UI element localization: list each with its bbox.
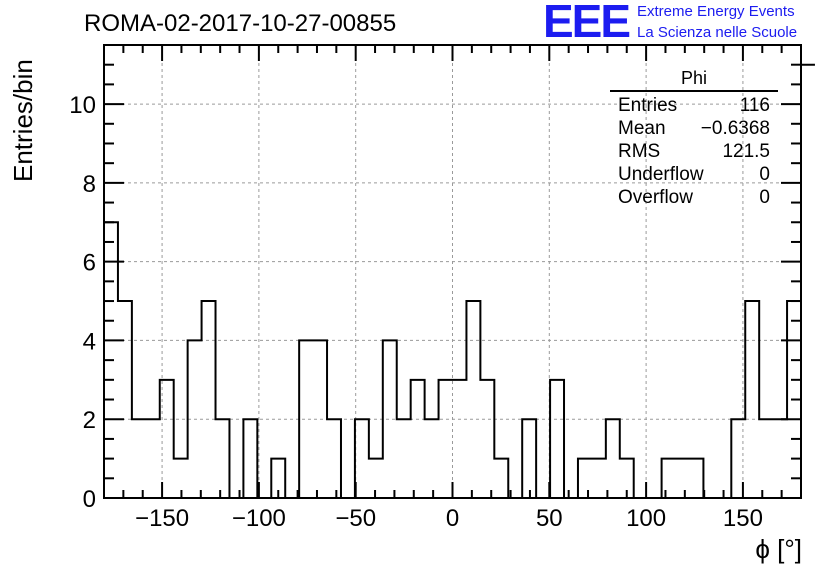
histogram-bin	[355, 419, 369, 498]
stats-row-entries: Entries 116	[610, 95, 778, 118]
tick-labels: −150 −100 −50 0 50 100 150 0 2 4 6 8 10	[69, 92, 763, 532]
histogram-bin	[299, 340, 313, 498]
histogram-bin	[592, 459, 606, 498]
histogram-bin	[662, 459, 676, 498]
eee-logo: EEE	[543, 0, 631, 47]
histogram-bin	[453, 380, 467, 498]
run-title: ROMA-02-2017-10-27-00855	[84, 10, 397, 37]
histogram-bin	[494, 459, 508, 498]
x-axis-label: ϕ [°]	[755, 534, 802, 564]
stats-title: Phi	[610, 68, 778, 92]
histogram-bin	[466, 301, 480, 498]
histogram-bin	[397, 419, 411, 498]
x-tick-label: 150	[723, 505, 763, 532]
stats-label: Overflow	[618, 187, 693, 208]
histogram-bin	[745, 301, 759, 498]
histogram-bin	[689, 459, 703, 498]
stats-value: 116	[739, 95, 770, 116]
stats-row-mean: Mean −0.6368	[610, 118, 778, 141]
stats-label: Entries	[618, 95, 678, 116]
y-tick-label: 8	[83, 171, 96, 198]
stats-value: 121.5	[722, 141, 770, 162]
stats-row-underflow: Underflow 0	[610, 164, 778, 187]
histogram-bin	[132, 419, 146, 498]
histogram-bin	[327, 419, 341, 498]
axis-ticks	[104, 45, 801, 498]
x-tick-label: −100	[232, 505, 286, 532]
x-tick-label: 0	[446, 505, 459, 532]
stats-label: Mean	[618, 118, 666, 139]
stats-value: 0	[759, 164, 770, 185]
histogram-bin	[522, 419, 536, 498]
eee-logo-line-1: Extreme Energy Events	[637, 3, 795, 20]
stats-row-rms: RMS 121.5	[610, 141, 778, 164]
y-axis-label: Entries/bin	[8, 59, 38, 182]
histogram-bin	[243, 419, 257, 498]
stats-label: RMS	[618, 141, 661, 162]
histogram-bin	[550, 380, 564, 498]
histogram-bin	[578, 459, 592, 498]
y-tick-label: 6	[83, 250, 96, 277]
histogram-outline	[104, 63, 815, 499]
stats-value: 0	[759, 187, 770, 208]
histogram-bin	[425, 419, 439, 498]
x-tick-label: 50	[536, 505, 563, 532]
histogram-bin	[676, 459, 690, 498]
histogram-bin	[202, 301, 216, 498]
histogram-bin	[480, 380, 494, 498]
histogram-bin	[118, 301, 132, 498]
histogram-bin	[773, 419, 787, 498]
y-tick-label: 10	[69, 92, 96, 119]
histogram-bin	[759, 419, 773, 498]
histogram-bin	[146, 419, 160, 498]
y-tick-label: 2	[83, 407, 96, 434]
x-tick-label: 100	[626, 505, 666, 532]
histogram-bin	[801, 65, 815, 498]
stats-value: −0.6368	[700, 118, 770, 139]
histogram-bin	[411, 380, 425, 498]
y-tick-label: 4	[83, 328, 96, 355]
y-tick-label: 0	[83, 486, 96, 513]
eee-logo-line-2: La Scienza nelle Scuole	[637, 24, 798, 41]
x-tick-label: −150	[135, 505, 189, 532]
stats-label: Underflow	[618, 164, 704, 185]
histogram-bin	[216, 419, 230, 498]
stats-box: Phi Entries 116 Mean −0.6368 RMS 121.5 U…	[610, 68, 778, 210]
x-tick-label: −50	[335, 505, 376, 532]
histogram-bin	[606, 419, 620, 498]
histogram-bin	[439, 380, 453, 498]
histogram-bin	[160, 380, 174, 498]
stats-row-overflow: Overflow 0	[610, 187, 778, 210]
